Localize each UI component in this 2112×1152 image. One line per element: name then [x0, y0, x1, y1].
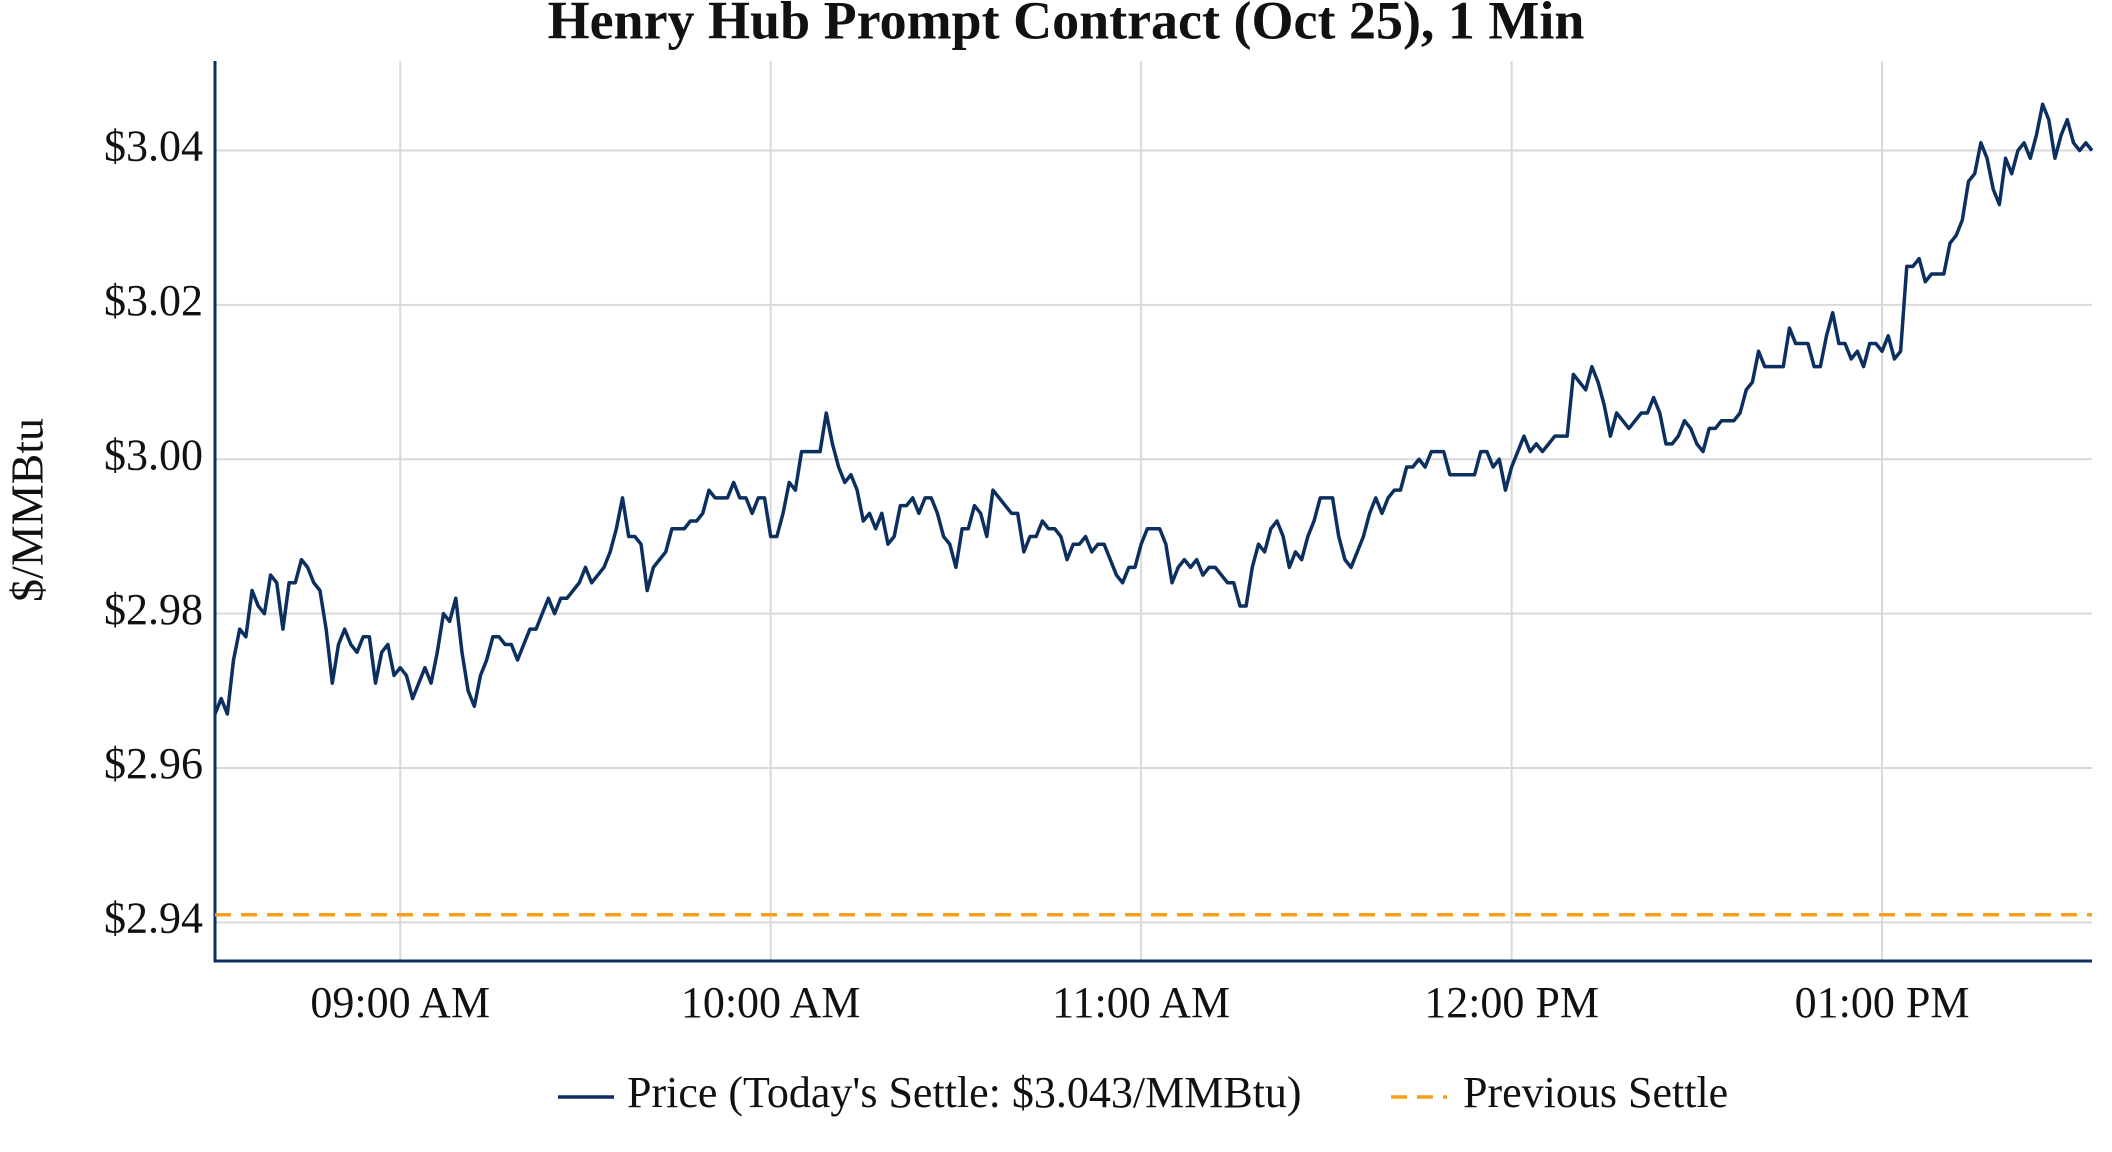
y-tick-label: $2.96: [104, 739, 203, 788]
price-line: [213, 102, 2094, 716]
chart-title: Henry Hub Prompt Contract (Oct 25), 1 Mi…: [548, 0, 1585, 50]
x-tick-label: 10:00 AM: [681, 978, 861, 1027]
y-tick-label: $3.04: [104, 122, 203, 171]
y-axis-label: $/MMBtu: [2, 418, 53, 602]
legend-label: Price (Today's Settle: $3.043/MMBtu): [627, 1068, 1302, 1117]
x-tick-label: 12:00 PM: [1424, 978, 1599, 1027]
y-tick-label: $2.98: [104, 585, 203, 634]
x-tick-label: 01:00 PM: [1795, 978, 1970, 1027]
y-tick-label: $3.02: [104, 276, 203, 325]
legend-label: Previous Settle: [1463, 1068, 1728, 1117]
x-tick-label: 11:00 AM: [1052, 978, 1230, 1027]
x-tick-label: 09:00 AM: [310, 978, 490, 1027]
y-tick-label: $2.94: [104, 894, 203, 943]
y-tick-label: $3.00: [104, 430, 203, 479]
